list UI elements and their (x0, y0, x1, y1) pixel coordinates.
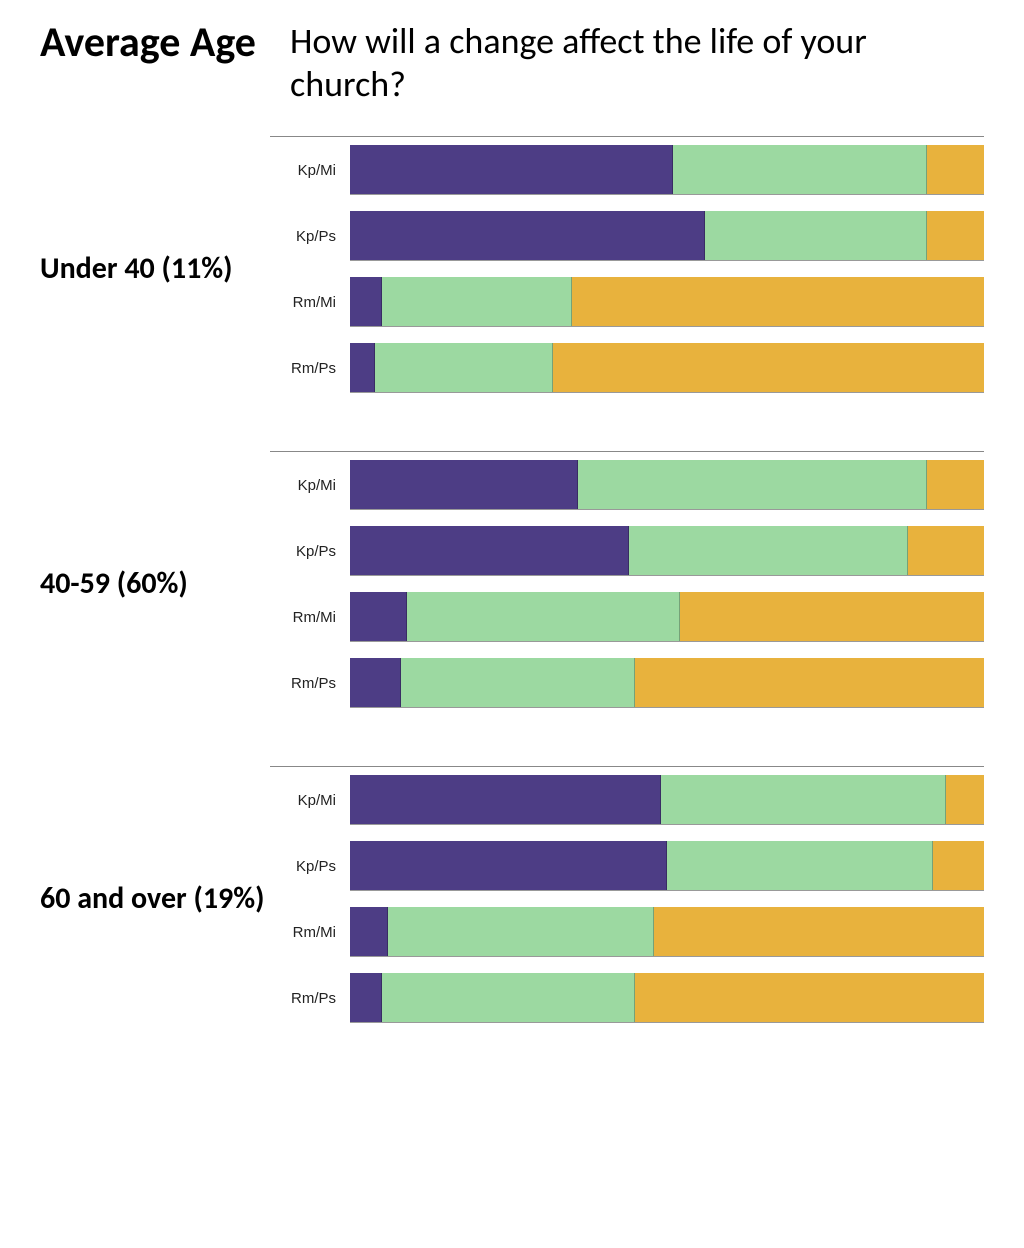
bar-segment-purple (350, 277, 382, 326)
bar-label: Rm/Ps (270, 675, 350, 692)
bar-segment-gold (946, 775, 984, 824)
bar-segment-gold (927, 145, 984, 194)
bar-segment-gold (654, 907, 984, 956)
bar-segment-purple (350, 907, 388, 956)
bar-segment-purple (350, 775, 661, 824)
bar-label: Kp/Mi (270, 162, 350, 179)
group-label: 60 and over (19%) (40, 882, 270, 917)
bar-segment-green (375, 343, 553, 392)
bar-row: Rm/Mi (270, 899, 984, 965)
stacked-bar (350, 211, 984, 261)
bar-segment-green (382, 277, 572, 326)
bar-label: Rm/Ps (270, 360, 350, 377)
bar-segment-purple (350, 145, 673, 194)
bar-segment-green (705, 211, 927, 260)
bar-label: Kp/Mi (270, 477, 350, 494)
bar-segment-gold (572, 277, 984, 326)
bar-segment-gold (908, 526, 984, 575)
bar-segment-gold (680, 592, 984, 641)
bar-segment-gold (927, 211, 984, 260)
bar-segment-purple (350, 526, 629, 575)
bar-label: Kp/Mi (270, 792, 350, 809)
subtitle: How will a change affect the life of you… (290, 20, 984, 106)
stacked-bar (350, 775, 984, 825)
bars-block: Kp/Mi Kp/Ps Rm/Mi Rm/Ps (270, 136, 984, 401)
bar-segment-green (382, 973, 636, 1022)
stacked-bar (350, 973, 984, 1023)
stacked-bar (350, 460, 984, 510)
bar-row: Rm/Ps (270, 650, 984, 716)
bar-row: Kp/Mi (270, 452, 984, 518)
bar-label: Rm/Ps (270, 990, 350, 1007)
bar-segment-green (673, 145, 927, 194)
bar-segment-green (407, 592, 680, 641)
bar-row: Kp/Mi (270, 137, 984, 203)
bar-segment-purple (350, 460, 578, 509)
bar-segment-green (667, 841, 933, 890)
bar-segment-green (578, 460, 927, 509)
bar-row: Rm/Ps (270, 335, 984, 401)
bar-segment-green (388, 907, 654, 956)
bar-row: Rm/Mi (270, 269, 984, 335)
bars-block: Kp/Mi Kp/Ps Rm/Mi Rm/Ps (270, 766, 984, 1031)
stacked-bar (350, 841, 984, 891)
bar-segment-green (401, 658, 636, 707)
bar-segment-gold (933, 841, 984, 890)
bar-segment-purple (350, 658, 401, 707)
stacked-bar (350, 343, 984, 393)
main-title: Average Age (40, 20, 270, 66)
bar-segment-gold (553, 343, 984, 392)
bar-segment-gold (635, 973, 984, 1022)
bar-segment-gold (635, 658, 984, 707)
bar-segment-purple (350, 592, 407, 641)
bar-label: Rm/Mi (270, 294, 350, 311)
bar-row: Kp/Ps (270, 203, 984, 269)
bar-label: Rm/Mi (270, 924, 350, 941)
bar-row: Rm/Mi (270, 584, 984, 650)
bars-block: Kp/Mi Kp/Ps Rm/Mi Rm/Ps (270, 451, 984, 716)
bar-segment-purple (350, 211, 705, 260)
bar-segment-purple (350, 973, 382, 1022)
bar-segment-green (629, 526, 908, 575)
stacked-bar (350, 145, 984, 195)
group-label: Under 40 (11%) (40, 252, 270, 287)
bar-row: Kp/Mi (270, 767, 984, 833)
bar-segment-purple (350, 841, 667, 890)
bar-label: Rm/Mi (270, 609, 350, 626)
bar-row: Rm/Ps (270, 965, 984, 1031)
bar-label: Kp/Ps (270, 858, 350, 875)
stacked-bar (350, 277, 984, 327)
stacked-bar (350, 658, 984, 708)
bar-row: Kp/Ps (270, 833, 984, 899)
group-label: 40-59 (60%) (40, 567, 270, 602)
stacked-bar (350, 526, 984, 576)
bar-label: Kp/Ps (270, 543, 350, 560)
age-group: Under 40 (11%) Kp/Mi Kp/Ps Rm/Mi Rm/Ps (40, 136, 984, 401)
age-group: 40-59 (60%) Kp/Mi Kp/Ps Rm/Mi Rm/Ps (40, 451, 984, 716)
age-group: 60 and over (19%) Kp/Mi Kp/Ps Rm/Mi Rm/P… (40, 766, 984, 1031)
stacked-bar (350, 592, 984, 642)
bar-segment-green (661, 775, 946, 824)
bar-segment-purple (350, 343, 375, 392)
bar-segment-gold (927, 460, 984, 509)
stacked-bar (350, 907, 984, 957)
bar-label: Kp/Ps (270, 228, 350, 245)
bar-row: Kp/Ps (270, 518, 984, 584)
chart-area: Under 40 (11%) Kp/Mi Kp/Ps Rm/Mi Rm/Ps 4… (0, 106, 1024, 1031)
